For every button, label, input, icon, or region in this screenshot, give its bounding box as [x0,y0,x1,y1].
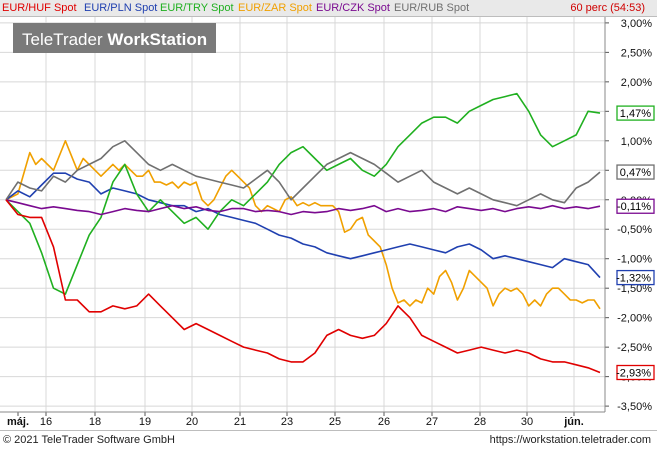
y-tick-label: 2,50% [621,47,652,59]
y-tick-label: 3,00% [621,18,652,30]
watermark-text: TeleTrader WorkStation [22,30,207,49]
x-tick-label: 26 [378,416,390,428]
x-tick-label: jún. [563,416,584,428]
watermark-box [13,23,216,53]
series-group [5,92,601,374]
end-label-box [616,164,655,180]
end-label-text: -0,11% [617,201,651,213]
end-label-text: 1,47% [620,108,651,120]
end-labels: -1,32% 1,47% -0,11% 0,47% -2,93% [616,105,655,381]
x-tick-label: 27 [426,416,438,428]
end-label-box [616,269,655,286]
series-line [5,172,601,279]
end-label: -0,11% [616,198,655,214]
end-label-text: 0,47% [620,167,651,179]
series-line [5,140,601,207]
watermark-part1: TeleTrader [22,30,107,49]
end-label: 0,47% [616,164,655,180]
x-tick-label: 20 [186,416,198,428]
x-tick-label: 30 [521,416,533,428]
x-tick-label: 23 [281,416,293,428]
x-tick-label: 18 [89,416,101,428]
end-label: 1,47% [616,105,655,121]
legend-item-eurtry[interactable]: EUR/TRY Spot [160,2,234,14]
legend-item-eurrub[interactable]: EUR/RUB Spot [394,2,470,14]
watermark: TeleTrader WorkStation [13,23,216,53]
end-label-box [616,364,655,381]
y-tick-label: -2,00% [617,313,652,325]
y-tick-label: -2,50% [617,342,652,354]
end-label-box [616,198,655,214]
legend-item-eurzar[interactable]: EUR/ZAR Spot [238,2,312,14]
x-tick-label: máj. [7,416,29,428]
y-axis: 3,00%2,50%2,00%1,50%1,00%0,50%0,00%-0,50… [605,18,652,413]
series-line [5,199,601,374]
x-tick-label: 19 [139,416,151,428]
x-axis: máj. 16 18 19 20 21 23 25 26 27 28 30 jún. [7,412,584,428]
series-line [5,140,601,310]
end-label-text: -2,93% [616,368,651,380]
end-label-box [616,105,655,121]
y-tick-label: 1,00% [621,136,652,148]
x-tick-label: 21 [234,416,246,428]
y-tick-label: 2,00% [621,77,652,89]
series-line [5,199,601,216]
y-tick-label: -1,00% [617,254,652,266]
series-line [5,92,601,295]
grid [0,17,605,412]
website-link[interactable]: https://workstation.teletrader.com [489,434,651,446]
copyright: © 2021 TeleTrader Software GmbH [3,434,175,446]
legend-item-eurczk[interactable]: EUR/CZK Spot [316,2,390,14]
y-tick-label: -1,50% [617,283,652,295]
x-tick-label: 25 [329,416,341,428]
period-label: 60 perc (54:53) [570,2,645,14]
y-tick-label: -3,50% [617,401,652,413]
watermark-part2: WorkStation [107,30,207,49]
x-tick-label: 28 [474,416,486,428]
x-tick-label: 16 [40,416,52,428]
y-tick-label: -0,50% [617,224,652,236]
end-label: -2,93% [616,364,655,381]
footer: © 2021 TeleTrader Software GmbH https://… [0,430,657,449]
end-label: -1,32% [616,269,655,286]
legend-bar: EUR/HUF Spot EUR/PLN Spot EUR/TRY Spot E… [0,0,657,17]
chart: máj. 16 18 19 20 21 23 25 26 27 28 30 jún. 3,00% 2,50… [0,17,655,428]
end-label-text: -1,32% [616,273,651,285]
legend-item-eurpln[interactable]: EUR/PLN Spot [84,2,158,14]
legend-item-eurhuf[interactable]: EUR/HUF Spot [2,2,77,14]
